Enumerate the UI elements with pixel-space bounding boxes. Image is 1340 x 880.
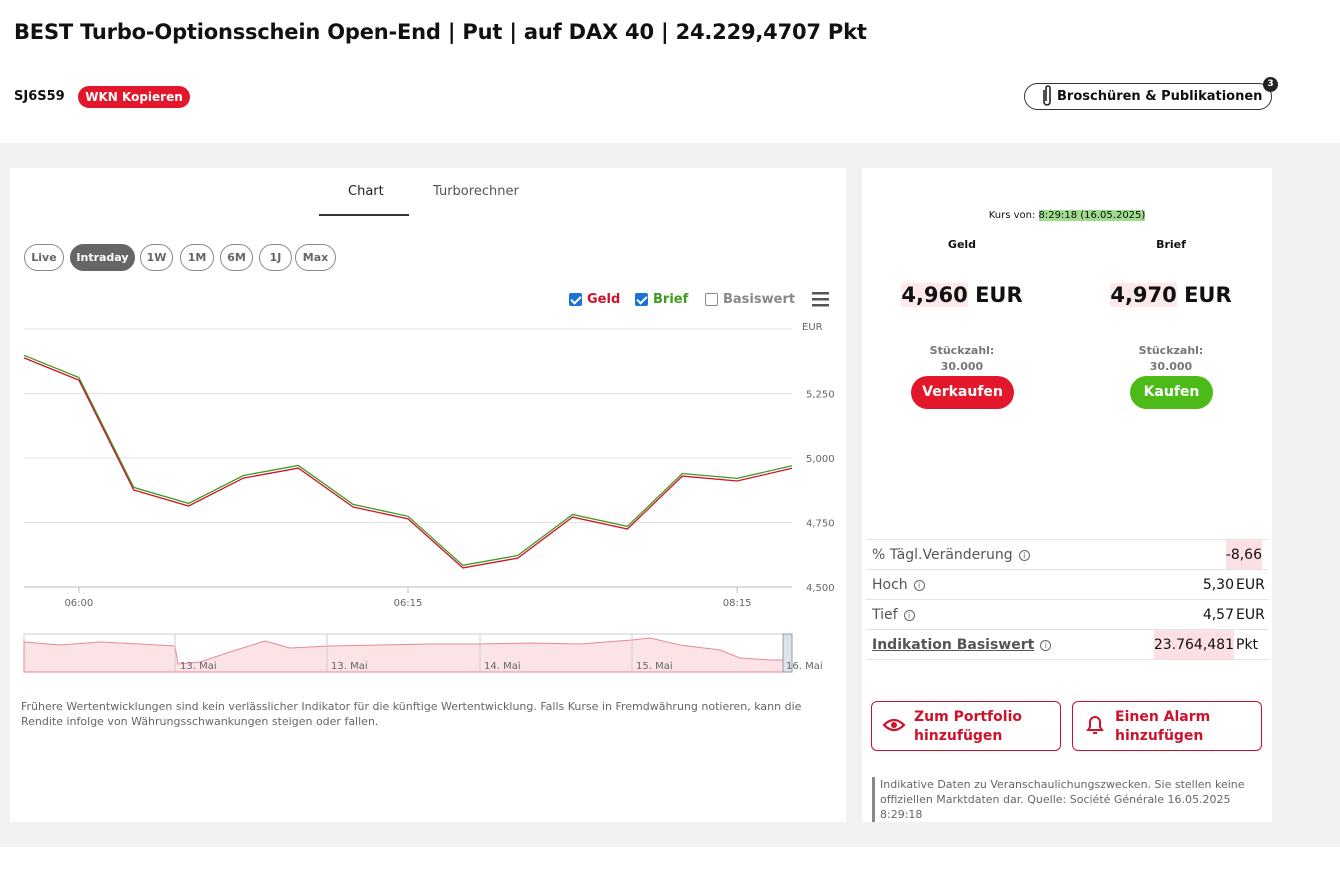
range-button[interactable]: 6M xyxy=(220,244,253,271)
copy-button[interactable]: WKN Kopieren xyxy=(78,86,190,108)
tab-underline xyxy=(319,214,409,216)
ask-currency: EUR xyxy=(1184,283,1232,307)
action-label: Einen Alarm hinzufügen xyxy=(1115,709,1211,744)
stat-row: % Tägl.Veränderung i -8,66 xyxy=(866,539,1268,570)
info-icon[interactable]: i xyxy=(913,580,925,591)
legend-label: Geld xyxy=(587,292,621,307)
checkbox[interactable] xyxy=(569,293,582,306)
bid-label: Geld xyxy=(947,238,977,251)
range-button[interactable]: 1M xyxy=(180,244,214,271)
portfolio-button[interactable]: Zum Portfolio hinzufügen xyxy=(871,701,1061,751)
legend-label: Basiswert xyxy=(723,292,796,307)
range-button[interactable]: Max xyxy=(295,244,336,271)
stat-label: Tief i xyxy=(872,600,915,630)
stat-label: Indikation Basiswert i xyxy=(872,630,1052,660)
qty-label: Stückzahl: xyxy=(1138,344,1204,357)
tab[interactable]: Chart xyxy=(348,184,384,199)
bid-price: 4,960 EUR xyxy=(862,283,1062,307)
buy-button[interactable]: Kaufen xyxy=(1130,376,1213,409)
wkn: SJ6S59 xyxy=(14,89,65,104)
quote-panel xyxy=(862,168,1272,822)
brochures-button[interactable]: Broschüren & Publikationen xyxy=(1024,83,1272,110)
bid-qty: Stückzahl: 30.000 xyxy=(902,343,1022,375)
alarm-button[interactable]: Einen Alarm hinzufügen xyxy=(1072,701,1262,751)
range-button[interactable]: Intraday xyxy=(70,244,135,271)
stat-row: Indikation Basiswert i 23.764,481 Pkt xyxy=(866,629,1268,660)
stat-unit: Pkt xyxy=(1236,637,1259,653)
divider xyxy=(866,659,1268,660)
qty-label: Stückzahl: xyxy=(929,344,995,357)
legend-item[interactable]: Basiswert xyxy=(705,292,795,307)
stat-value: 4,57 xyxy=(1202,607,1234,623)
page-title: BEST Turbo-Optionsschein Open-End | Put … xyxy=(14,20,867,44)
stat-value: -8,66 xyxy=(1225,540,1262,570)
stat-label: % Tägl.Veränderung i xyxy=(872,540,1030,570)
checkbox[interactable] xyxy=(705,293,718,306)
stat-value: 23.764,481 xyxy=(1153,630,1234,660)
stat-label-text: Tief xyxy=(872,607,898,623)
range-button[interactable]: Live xyxy=(24,244,64,271)
range-button[interactable]: 1W xyxy=(140,244,173,271)
legend-item[interactable]: Geld xyxy=(569,292,620,307)
action-label: Zum Portfolio hinzufügen xyxy=(914,709,1022,744)
ask-value: 4,970 xyxy=(1110,283,1177,307)
brochures-label: Broschüren & Publikationen xyxy=(1057,89,1263,104)
stat-label-text[interactable]: Indikation Basiswert xyxy=(872,637,1035,653)
stat-value: 5,30 xyxy=(1202,577,1234,593)
qty-value: 30.000 xyxy=(940,360,984,373)
source-note: Indikative Daten zu Veranschaulichungszw… xyxy=(872,777,1262,822)
legend-label: Brief xyxy=(653,292,689,307)
bid-currency: EUR xyxy=(975,283,1023,307)
stat-label-text: Hoch xyxy=(872,577,908,593)
bid-value: 4,960 xyxy=(901,283,968,307)
tab[interactable]: Turborechner xyxy=(433,184,519,199)
stat-row: Hoch i 5,30 EUR xyxy=(866,569,1268,599)
ask-price: 4,970 EUR xyxy=(1071,283,1271,307)
ask-qty: Stückzahl: 30.000 xyxy=(1111,343,1231,375)
stat-unit: EUR xyxy=(1236,577,1265,593)
checkbox[interactable] xyxy=(635,293,648,306)
ask-label: Brief xyxy=(1156,238,1186,251)
info-icon[interactable]: i xyxy=(1040,640,1052,651)
range-button[interactable]: 1J xyxy=(259,244,292,271)
disclaimer: Frühere Wertentwicklungen sind kein verl… xyxy=(21,700,802,728)
info-icon[interactable]: i xyxy=(903,610,915,621)
quote-time: Kurs von: 8:29:18 (16.05.2025) xyxy=(862,210,1272,221)
badge: 3 xyxy=(1263,77,1278,92)
legend-item[interactable]: Brief xyxy=(635,292,688,307)
quote-time-value: 8:29:18 (16.05.2025) xyxy=(1038,210,1146,221)
quote-time-label: Kurs von: xyxy=(988,210,1036,221)
stat-label-text: % Tägl.Veränderung xyxy=(872,547,1013,563)
stat-unit: EUR xyxy=(1236,607,1265,623)
qty-value: 30.000 xyxy=(1149,360,1193,373)
sell-button[interactable]: Verkaufen xyxy=(911,376,1014,409)
stat-label: Hoch i xyxy=(872,570,925,600)
stat-row: Tief i 4,57 EUR xyxy=(866,599,1268,629)
info-icon[interactable]: i xyxy=(1018,550,1030,561)
